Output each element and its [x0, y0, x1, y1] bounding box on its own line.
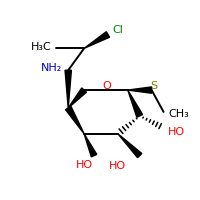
Polygon shape — [84, 134, 97, 157]
Polygon shape — [128, 90, 143, 117]
Polygon shape — [84, 32, 110, 48]
Polygon shape — [66, 106, 84, 134]
Polygon shape — [65, 70, 71, 108]
Text: O: O — [103, 81, 111, 91]
Text: NH₂: NH₂ — [41, 63, 62, 73]
Text: HO: HO — [109, 161, 126, 171]
Text: S: S — [150, 81, 157, 91]
Text: Cl: Cl — [112, 25, 123, 35]
Polygon shape — [118, 134, 142, 158]
Polygon shape — [68, 88, 86, 108]
Text: H₃C: H₃C — [31, 42, 51, 52]
Text: HO: HO — [168, 127, 185, 137]
Text: HO: HO — [76, 160, 93, 170]
Polygon shape — [128, 87, 152, 93]
Text: CH₃: CH₃ — [169, 109, 189, 119]
